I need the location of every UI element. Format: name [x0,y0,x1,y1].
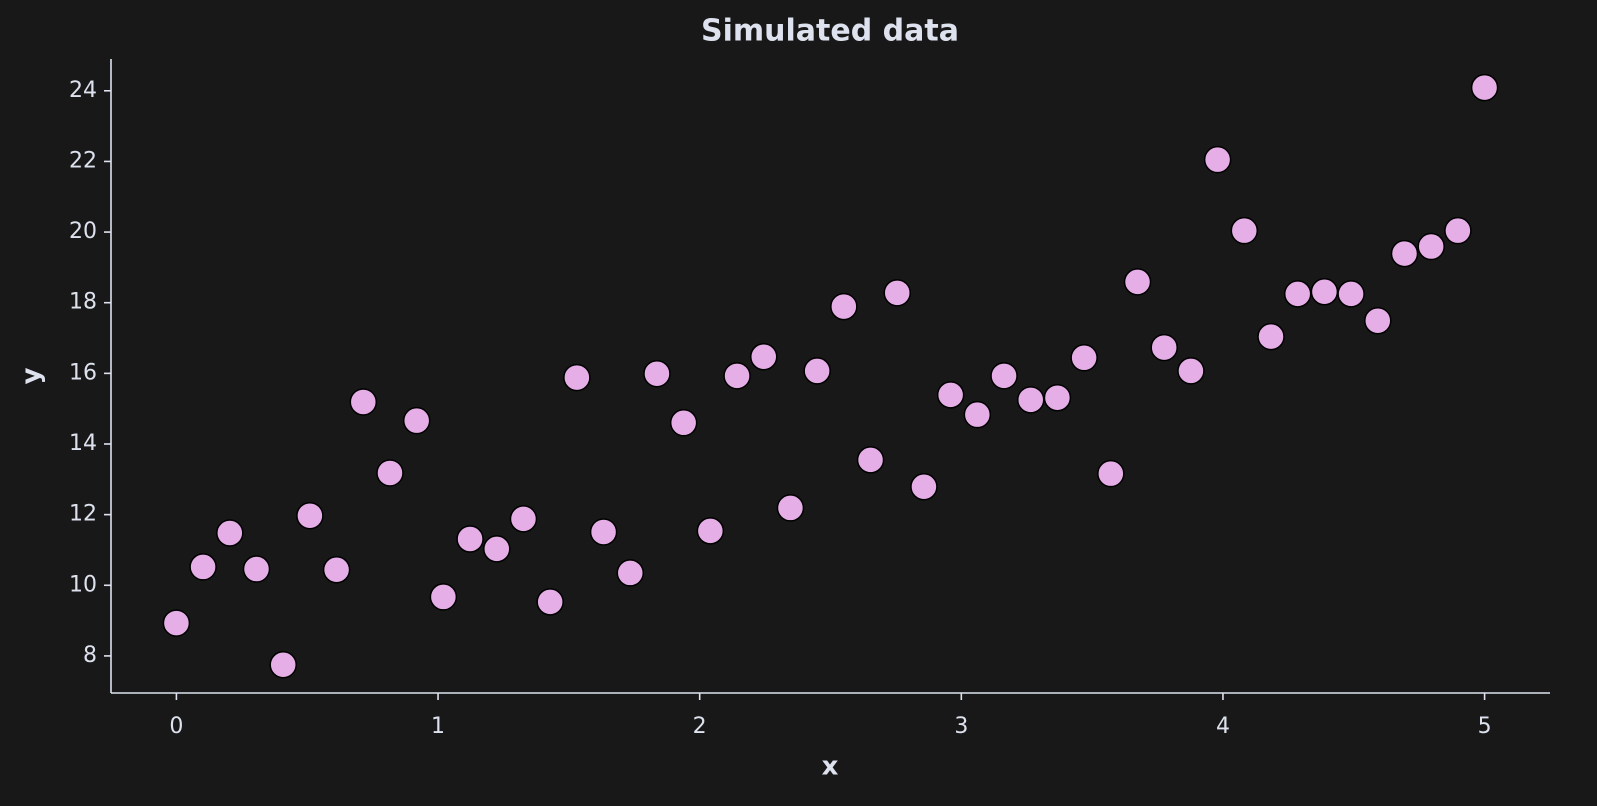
x-tick-label: 3 [954,714,968,739]
point [376,459,404,487]
x-tick-label: 2 [693,714,707,739]
point [1364,306,1392,335]
point [910,472,938,501]
point [189,553,217,581]
point [589,518,618,546]
point [509,505,538,533]
point [456,525,484,553]
point [563,363,591,392]
point [1150,333,1178,362]
point [322,555,351,584]
y-tick-label: 24 [69,78,97,103]
point [483,535,511,563]
point [1470,73,1499,102]
y-tick-label: 18 [69,290,97,315]
point [1177,357,1205,385]
x-axis-label: x [822,752,839,782]
point [990,362,1018,390]
y-tick-label: 14 [69,431,97,456]
point [936,381,965,409]
point [536,588,564,616]
point [803,357,831,385]
point [669,409,698,437]
point [1203,145,1232,174]
y-tick-label: 8 [83,643,97,668]
point [242,555,271,583]
point [776,494,805,522]
point [162,609,191,637]
x-tick-label: 5 [1478,714,1492,739]
point [830,292,858,321]
y-axis-label: y [17,367,47,384]
point [1310,278,1339,306]
x-tick-label: 0 [169,714,183,739]
point [723,362,751,390]
point [883,279,911,307]
point [429,583,458,611]
y-tick-label: 20 [69,219,97,244]
y-tick-label: 12 [69,502,97,527]
point [1043,383,1072,412]
y-tick-label: 22 [69,148,97,173]
point [1257,322,1285,351]
point [1337,280,1365,308]
point [963,400,992,429]
point [1444,216,1472,245]
point [1283,280,1312,308]
point [750,343,778,371]
point [269,650,297,679]
point [1070,344,1098,372]
point [296,501,324,530]
point [643,359,671,388]
y-tick-label: 10 [69,572,97,597]
y-tick-label: 16 [69,360,97,385]
point [616,559,645,587]
point [696,517,725,545]
x-tick-label: 4 [1216,714,1230,739]
point [856,446,885,474]
x-tick-label: 1 [431,714,445,739]
point [216,519,244,547]
point [1230,216,1259,245]
point [349,388,378,416]
point [1417,232,1445,261]
point [1390,239,1419,268]
point [1097,459,1125,488]
chart-title: Simulated data [701,14,959,49]
point [402,406,431,435]
point [1016,386,1045,414]
point [1123,268,1152,296]
